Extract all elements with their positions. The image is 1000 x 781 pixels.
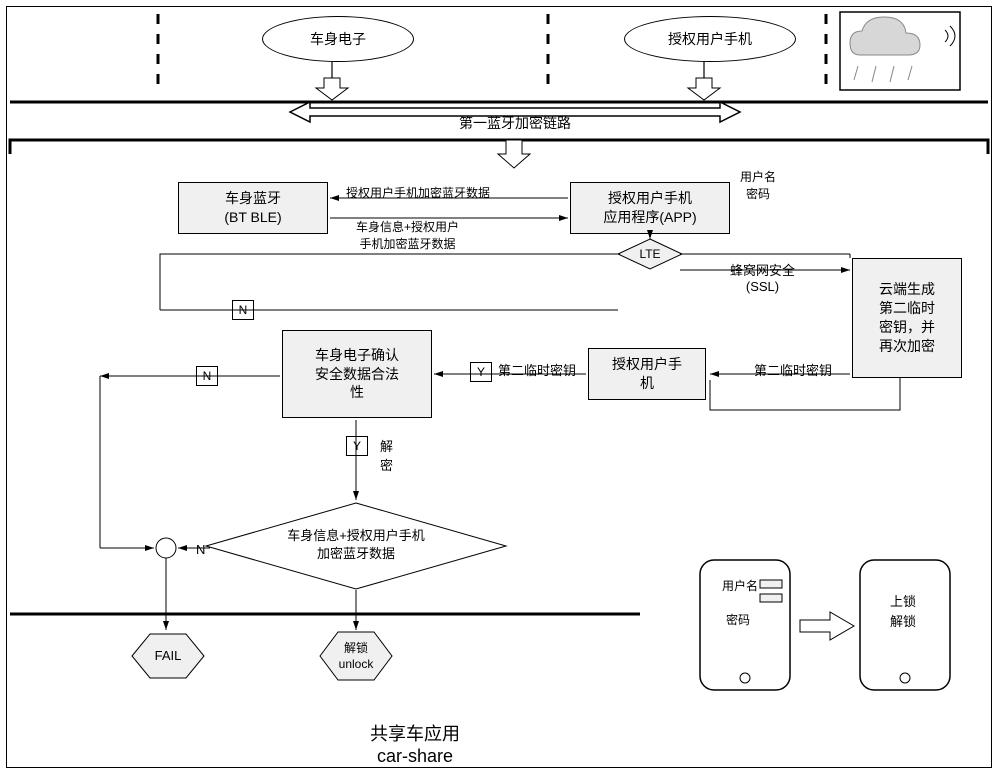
box-cloud-gen: 云端生成 第二临时 密钥，并 再次加密 xyxy=(852,258,962,378)
badge-Y-bot: Y xyxy=(346,436,368,456)
label-decrypt: 解 密 xyxy=(380,436,393,474)
oval-body-electronics: 车身电子 xyxy=(262,16,414,62)
box-body-bt-text: 车身蓝牙 (BT BLE) xyxy=(224,189,281,227)
badge-N-left: N xyxy=(196,366,218,386)
box-verify: 车身电子确认 安全数据合法 性 xyxy=(282,330,432,418)
label-N-diamond: N xyxy=(196,542,205,557)
box-app: 授权用户手机 应用程序(APP) xyxy=(570,182,730,234)
badge-Y-mid: Y xyxy=(470,362,492,382)
label-bt-bot: 车身信息+授权用户 手机加密蓝牙数据 xyxy=(356,218,459,252)
outer-frame xyxy=(6,6,992,768)
label-ssl: 蜂窝网安全 (SSL) xyxy=(730,260,795,294)
box-app-text: 授权用户手机 应用程序(APP) xyxy=(603,189,696,227)
box-phone2: 授权用户手 机 xyxy=(588,348,706,400)
badge-N-top: N xyxy=(232,300,254,320)
oval-auth-phone: 授权用户手机 xyxy=(624,16,796,62)
box-body-bt: 车身蓝牙 (BT BLE) xyxy=(178,182,328,234)
diagram-title: 共享车应用 car-share xyxy=(370,720,460,767)
oval-auth-phone-text: 授权用户手机 xyxy=(668,29,752,49)
box-verify-text: 车身电子确认 安全数据合法 性 xyxy=(315,346,399,403)
label-bt-top: 授权用户手机加密蓝牙数据 xyxy=(346,184,490,201)
label-key-r: 第二临时密钥 xyxy=(754,360,832,379)
box-phone2-text: 授权用户手 机 xyxy=(612,355,682,393)
label-key-l: 第二临时密钥 xyxy=(498,360,576,379)
label-user-pw: 用户名 密码 xyxy=(740,168,776,202)
oval-body-electronics-text: 车身电子 xyxy=(310,29,366,49)
box-cloud-gen-text: 云端生成 第二临时 密钥，并 再次加密 xyxy=(879,280,935,356)
